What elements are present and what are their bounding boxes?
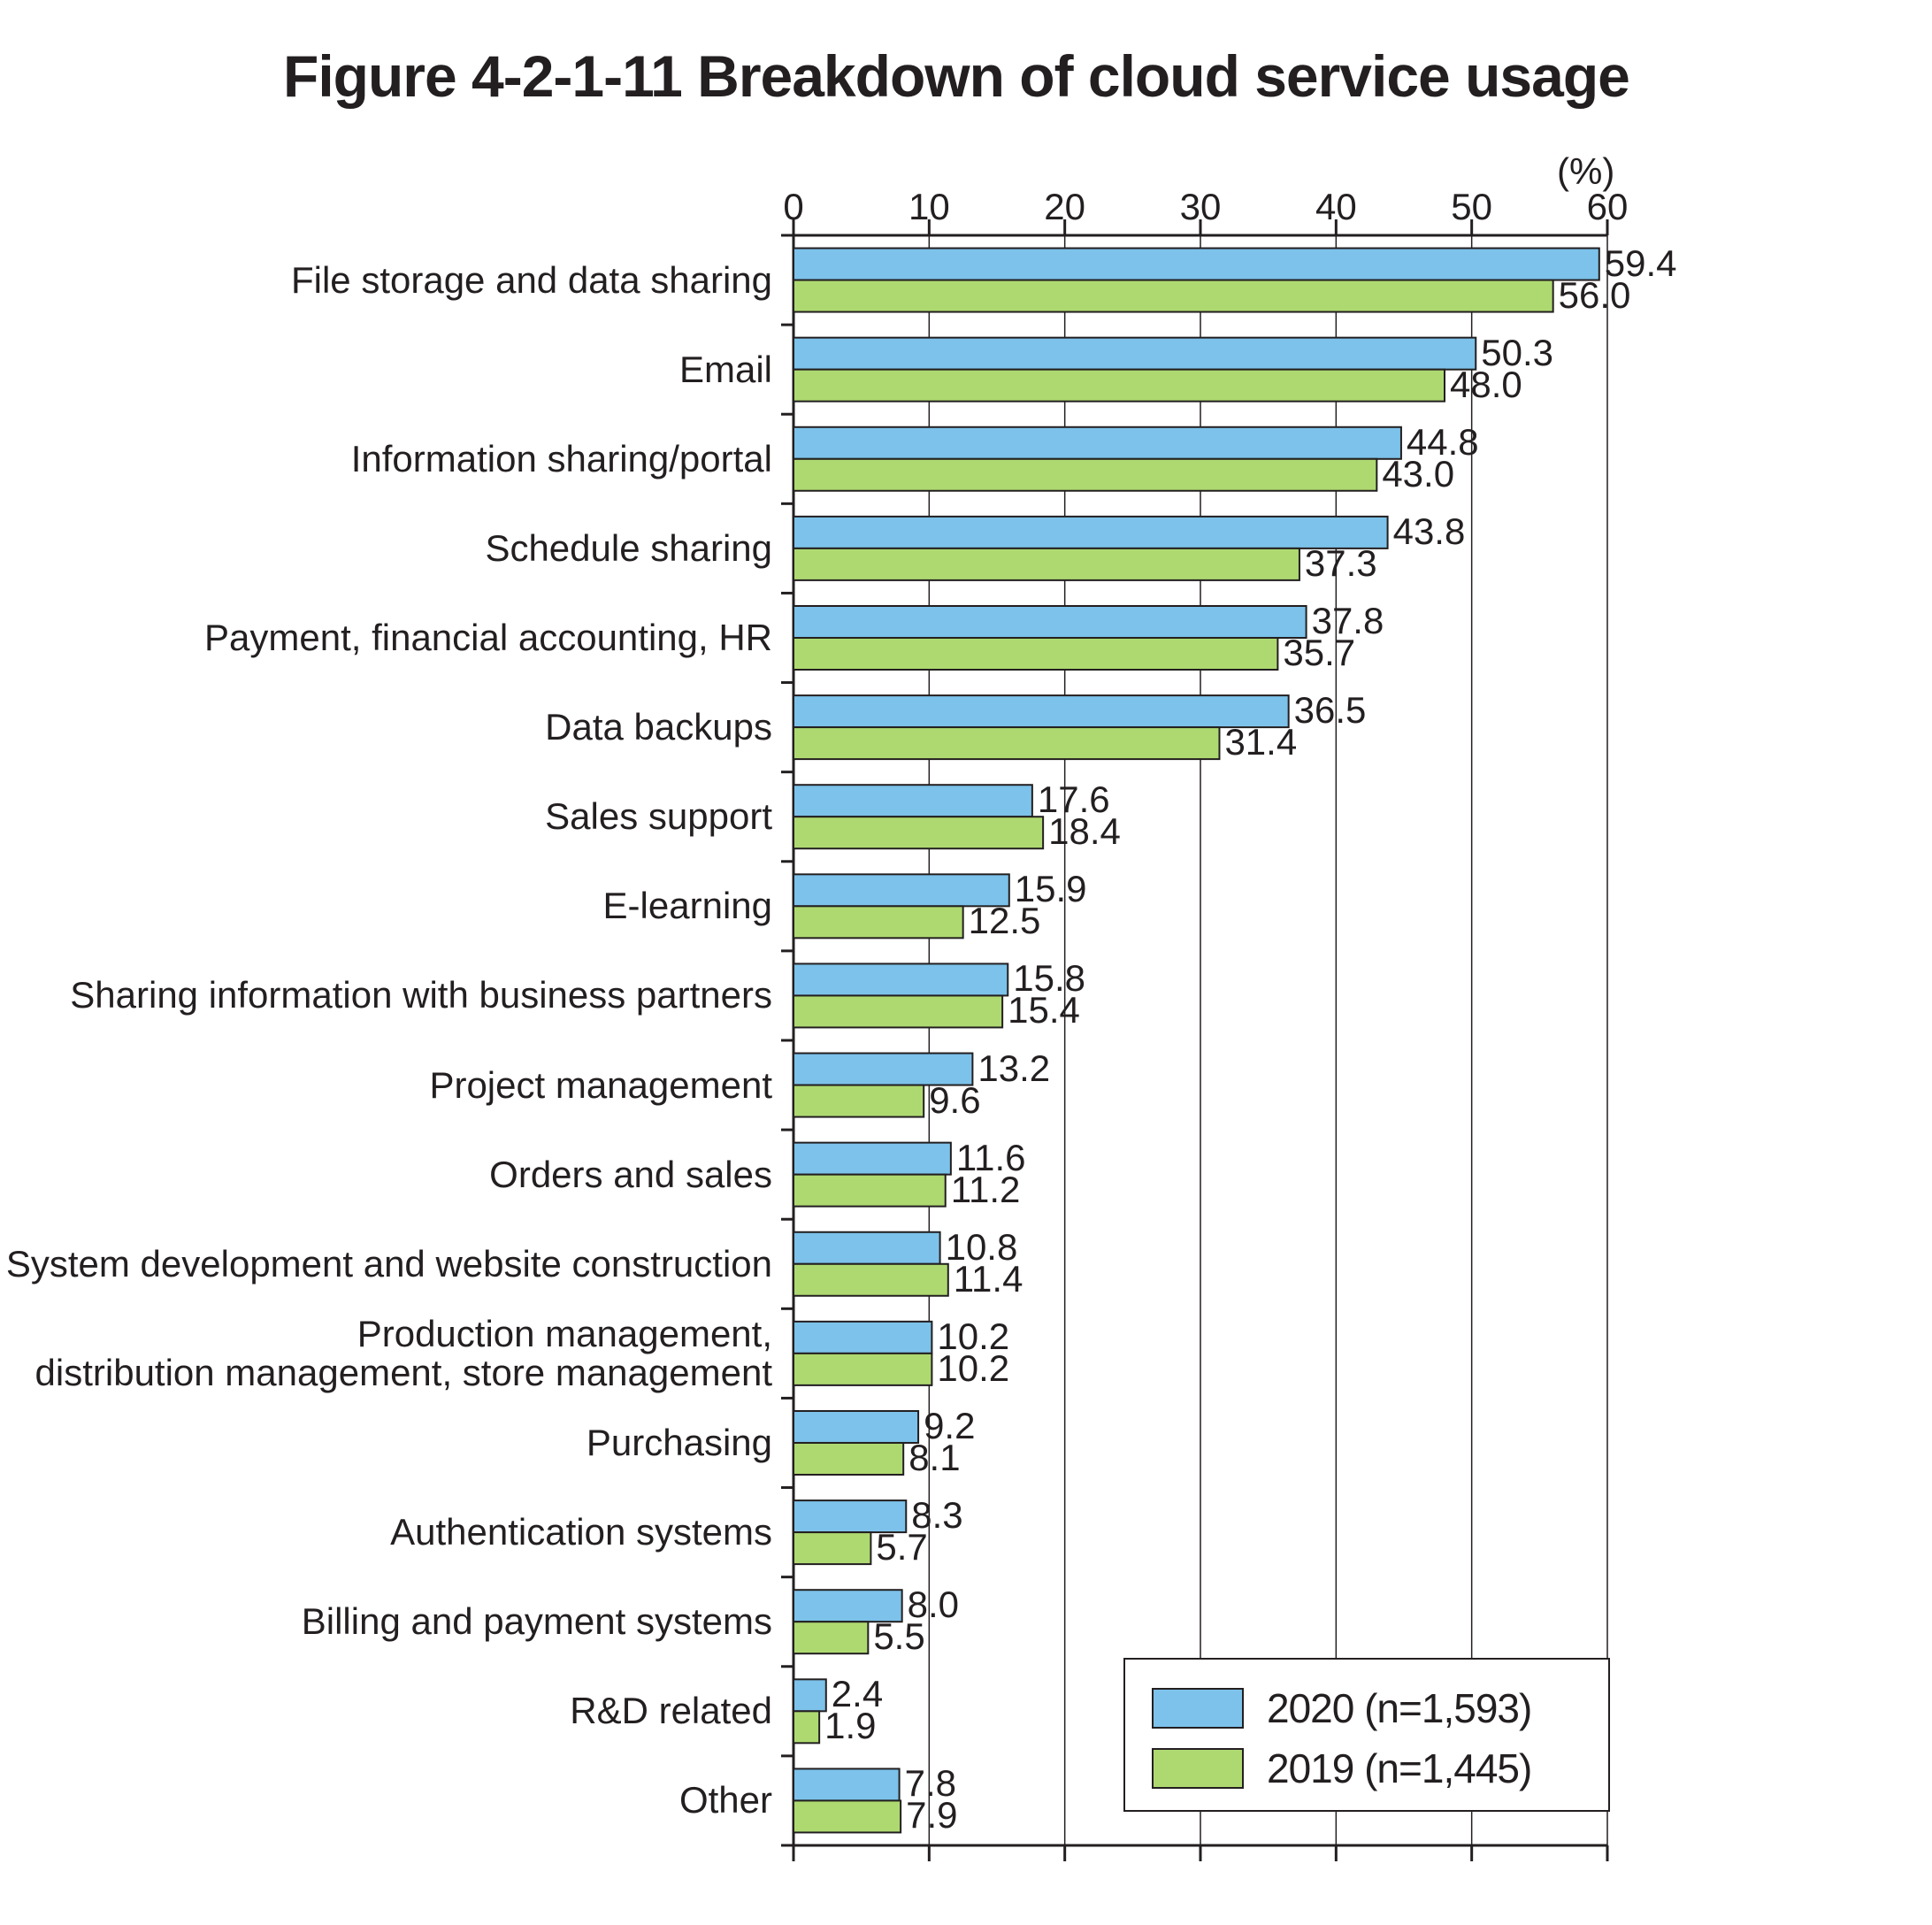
- bar: [794, 1232, 940, 1264]
- bar: [794, 370, 1445, 402]
- category-label: Data backups: [0, 708, 772, 747]
- bar: [794, 459, 1376, 491]
- bar: [794, 1354, 932, 1385]
- bar-value-label: 35.7: [1283, 632, 1355, 674]
- bar-value-label: 43.0: [1382, 453, 1454, 495]
- bar: [794, 1175, 946, 1207]
- legend-entry: 2019 (n=1,445): [1152, 1745, 1531, 1792]
- category-label: R&D related: [0, 1691, 772, 1730]
- x-tick-label: 50: [1451, 186, 1492, 228]
- legend: 2020 (n=1,593) 2019 (n=1,445): [1123, 1658, 1610, 1812]
- x-tick-label: 40: [1315, 186, 1357, 228]
- legend-label: 2019 (n=1,445): [1267, 1745, 1531, 1792]
- category-label: Project management: [0, 1065, 772, 1104]
- category-label: Billing and payment systems: [0, 1602, 772, 1641]
- bar: [794, 517, 1388, 548]
- bar: [794, 1085, 924, 1117]
- bar-value-label: 5.7: [876, 1526, 927, 1568]
- bar: [794, 280, 1553, 312]
- x-tick-label: 30: [1180, 186, 1222, 228]
- legend-swatch: [1152, 1748, 1244, 1789]
- category-label: Schedule sharing: [0, 529, 772, 568]
- bar-value-label: 11.2: [951, 1169, 1021, 1211]
- bar-value-label: 18.4: [1048, 810, 1121, 853]
- category-label: System development and website construct…: [0, 1245, 772, 1284]
- bar-value-label: 43.8: [1393, 510, 1466, 553]
- figure-title: Figure 4-2-1-11 Breakdown of cloud servi…: [283, 42, 1629, 110]
- category-label: Sharing information with business partne…: [0, 976, 772, 1015]
- bar-value-label: 5.5: [873, 1615, 924, 1658]
- bar: [794, 606, 1307, 638]
- x-tick-label: 60: [1587, 186, 1629, 228]
- bar: [794, 1443, 903, 1475]
- x-tick-label: 0: [783, 186, 803, 228]
- bar: [794, 548, 1300, 580]
- category-label: Orders and sales: [0, 1155, 772, 1194]
- bar-value-label: 37.3: [1305, 542, 1377, 585]
- bar: [794, 963, 1008, 995]
- bar: [794, 249, 1599, 280]
- category-label: Sales support: [0, 797, 772, 836]
- bar: [794, 427, 1401, 459]
- bar: [794, 638, 1277, 670]
- bar: [794, 695, 1289, 727]
- bar-value-label: 1.9: [824, 1705, 876, 1747]
- category-label: Purchasing: [0, 1423, 772, 1462]
- category-label: File storage and data sharing: [0, 261, 772, 300]
- bar: [794, 1143, 951, 1175]
- bar: [794, 817, 1043, 848]
- bar: [794, 727, 1219, 759]
- category-label: Payment, financial accounting, HR: [0, 618, 772, 657]
- bar: [794, 906, 963, 938]
- page: Figure 4-2-1-11 Breakdown of cloud servi…: [0, 0, 1932, 1925]
- bar: [794, 1411, 918, 1443]
- bar: [794, 338, 1476, 370]
- bar-value-label: 7.9: [906, 1794, 957, 1837]
- bar: [794, 1622, 868, 1653]
- category-label: Authentication systems: [0, 1513, 772, 1552]
- category-label: Production management,distribution manag…: [0, 1315, 772, 1392]
- bar-value-label: 9.6: [929, 1079, 980, 1122]
- bar-value-label: 56.0: [1559, 274, 1631, 317]
- bar: [794, 1264, 948, 1296]
- x-tick-label: 10: [908, 186, 950, 228]
- bar: [794, 995, 1002, 1027]
- category-label: E-learning: [0, 886, 772, 925]
- legend-swatch: [1152, 1688, 1244, 1729]
- bar-value-label: 36.5: [1294, 689, 1367, 732]
- bar-value-label: 10.2: [937, 1347, 1009, 1390]
- bar-value-label: 8.1: [908, 1437, 960, 1479]
- bar-value-label: 31.4: [1224, 721, 1297, 763]
- bar: [794, 1768, 900, 1800]
- legend-label: 2020 (n=1,593): [1267, 1684, 1531, 1732]
- category-label: Other: [0, 1781, 772, 1820]
- category-label: Email: [0, 350, 772, 389]
- legend-entry: 2020 (n=1,593): [1152, 1684, 1531, 1732]
- bar-value-label: 13.2: [978, 1047, 1050, 1090]
- x-tick-label: 20: [1044, 186, 1085, 228]
- bar-value-label: 12.5: [969, 900, 1041, 942]
- bar: [794, 1322, 932, 1354]
- bar: [794, 785, 1032, 817]
- bar-chart: 010203040506059.456.0File storage and da…: [794, 235, 1607, 1845]
- bar-value-label: 15.4: [1008, 989, 1080, 1032]
- bar: [794, 1711, 819, 1743]
- bar: [794, 1679, 826, 1711]
- bar-value-label: 11.4: [954, 1258, 1024, 1300]
- bar: [794, 1532, 870, 1564]
- bar: [794, 1800, 901, 1832]
- bar-value-label: 48.0: [1450, 364, 1522, 406]
- category-label: Information sharing/portal: [0, 440, 772, 479]
